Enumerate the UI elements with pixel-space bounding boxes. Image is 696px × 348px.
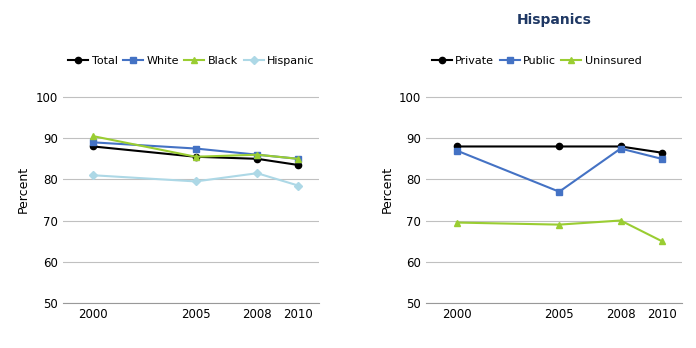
Private <box>617 144 625 149</box>
Line: Black: Black <box>90 133 301 162</box>
Uninsured <box>658 239 666 243</box>
Line: White: White <box>90 139 301 162</box>
Legend: Private, Public, Uninsured: Private, Public, Uninsured <box>432 56 642 66</box>
White <box>253 153 262 157</box>
Black <box>191 155 200 159</box>
Y-axis label: Percent: Percent <box>17 166 30 213</box>
Private <box>452 144 461 149</box>
Hispanic <box>294 183 302 188</box>
Public <box>658 157 666 161</box>
Line: Total: Total <box>90 143 301 168</box>
Uninsured <box>617 219 625 223</box>
Black <box>89 134 97 138</box>
Uninsured <box>452 221 461 225</box>
White <box>191 147 200 151</box>
Total <box>294 163 302 167</box>
Black <box>253 153 262 157</box>
Private <box>555 144 563 149</box>
Legend: Total, White, Black, Hispanic: Total, White, Black, Hispanic <box>68 56 315 66</box>
Hispanic <box>253 171 262 175</box>
Black <box>294 157 302 161</box>
Uninsured <box>555 222 563 227</box>
Private <box>658 151 666 155</box>
Text: Hispanics: Hispanics <box>516 13 592 27</box>
Line: Uninsured: Uninsured <box>454 218 665 244</box>
Line: Private: Private <box>454 143 665 156</box>
Total <box>253 157 262 161</box>
White <box>89 140 97 144</box>
Total <box>191 155 200 159</box>
Line: Public: Public <box>454 145 665 195</box>
Public <box>617 147 625 151</box>
Public <box>452 149 461 153</box>
Line: Hispanic: Hispanic <box>90 170 301 189</box>
Total <box>89 144 97 149</box>
Hispanic <box>89 173 97 177</box>
White <box>294 157 302 161</box>
Public <box>555 190 563 194</box>
Hispanic <box>191 179 200 183</box>
Y-axis label: Percent: Percent <box>381 166 393 213</box>
